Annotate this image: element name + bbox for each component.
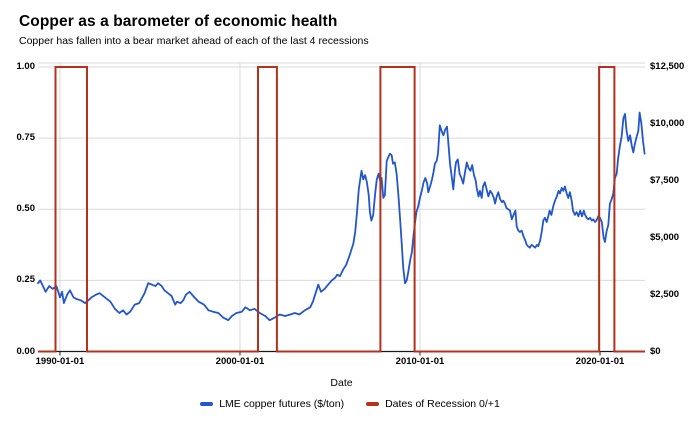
y-axis-tick-label-right: $7,500 [650,174,680,186]
legend: LME copper futures ($/ton) Dates of Rece… [0,398,700,410]
y-axis-tick-label-right: $10,000 [650,117,685,129]
recession-indicator-line [38,66,645,353]
y-axis-tick-label-right: $2,500 [650,288,680,300]
y-axis-tick-label-left: 0.50 [16,203,36,215]
legend-item-copper: LME copper futures ($/ton) [200,398,344,410]
x-axis-tick-label: 1990-01-01 [35,356,85,367]
chart-title: Copper as a barometer of economic health [19,13,338,30]
y-axis-tick-label-left: 0.25 [16,274,36,286]
legend-label-recession: Dates of Recession 0/+1 [385,398,500,410]
y-axis-tick-label-right: $0 [650,345,661,357]
x-axis-tick-label: 2000-01-01 [215,356,265,367]
y-axis-tick-label-left: 0.75 [16,132,36,144]
y-axis-tick-label-left: 0.00 [16,345,36,357]
legend-label-copper: LME copper futures ($/ton) [219,398,345,410]
copper-series-swatch-icon [200,402,214,406]
recession-series-swatch-icon [366,402,380,406]
x-axis-tick-label: 2010-01-01 [395,356,445,367]
chart-subtitle: Copper has fallen into a bear market ahe… [19,35,369,47]
y-axis-tick-label-left: 1.00 [16,61,36,72]
legend-item-recession: Dates of Recession 0/+1 [366,398,500,410]
y-axis-tick-label-right: $5,000 [650,231,680,243]
copper-price-line [37,111,646,322]
x-axis-tick-label: 2020-01-01 [575,356,625,367]
x-axis-title: Date [330,377,353,389]
y-axis-tick-label-right: $12,500 [650,61,685,72]
